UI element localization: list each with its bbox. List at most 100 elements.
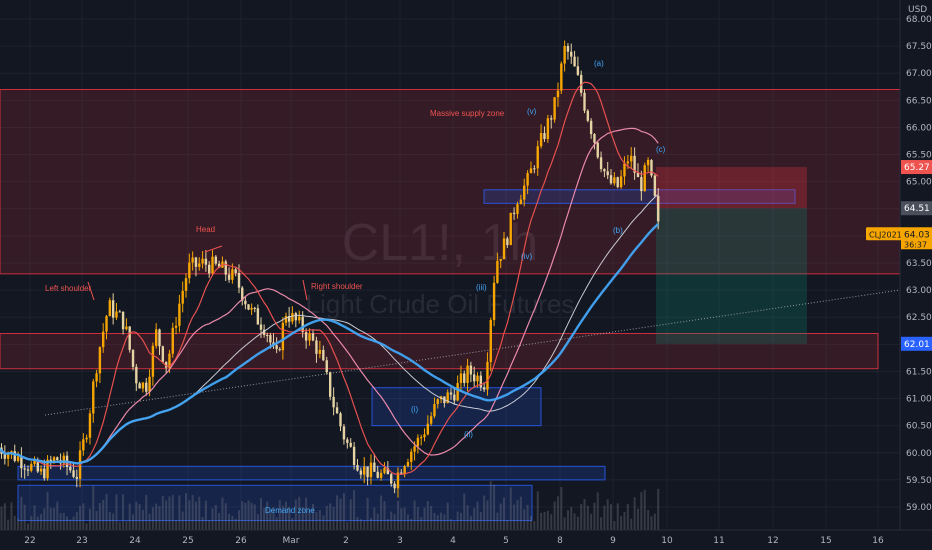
volume-bar	[396, 500, 399, 530]
candle-body	[328, 372, 332, 397]
volume-bar	[228, 513, 231, 530]
volume-bar	[373, 507, 376, 530]
price-tick-label: 59.50	[906, 476, 932, 486]
candle-body	[16, 456, 20, 461]
candle-body	[543, 133, 546, 140]
volume-bar	[440, 512, 443, 530]
volume-bar	[285, 501, 287, 530]
candle-body	[62, 455, 65, 464]
volume-bar	[603, 505, 606, 530]
volume-bar	[453, 521, 456, 530]
candle-body	[151, 345, 155, 377]
volume-bar	[580, 504, 583, 530]
candle-body	[420, 437, 423, 439]
volume-bar	[336, 495, 339, 530]
volume-bar	[69, 519, 72, 530]
volume-bar	[115, 494, 118, 530]
candle-body	[469, 365, 473, 375]
volume-bar	[410, 518, 413, 530]
annotation-label: (b)	[613, 226, 623, 235]
volume-bar	[0, 506, 3, 530]
candle-body	[217, 263, 221, 268]
volume-bar	[72, 516, 75, 530]
candle-body	[463, 373, 466, 383]
candle-body	[646, 159, 650, 166]
volume-bar	[450, 519, 453, 530]
volume-bar	[496, 512, 499, 530]
volume-bar	[33, 505, 36, 530]
candle-body	[69, 466, 72, 471]
volume-bar	[158, 506, 161, 530]
volume-bar	[102, 499, 105, 530]
last-price-tag	[901, 227, 932, 250]
candle-body	[396, 472, 400, 489]
annotation-label: (i)	[411, 405, 418, 414]
take-profit-box	[656, 208, 807, 344]
time-tick-label: 15	[820, 536, 831, 546]
volume-bar	[616, 503, 619, 530]
volume-bar	[416, 507, 419, 530]
candle-body	[630, 155, 633, 162]
shoulder-marker	[302, 279, 308, 301]
volume-bar	[583, 499, 586, 530]
volume-bar	[529, 515, 532, 530]
volume-bar	[75, 512, 78, 530]
volume-bar	[221, 497, 224, 530]
candle-body	[410, 451, 413, 462]
candle-body	[589, 120, 593, 135]
volume-bar	[128, 503, 131, 530]
candle-body	[92, 381, 95, 414]
candle-body	[325, 360, 328, 373]
candle-body	[13, 451, 16, 461]
price-tick-label: 66.00	[906, 123, 932, 133]
candle-body	[519, 199, 523, 205]
volume-bar	[523, 509, 526, 530]
candle-body	[39, 468, 43, 472]
volume-bar	[647, 510, 650, 530]
price-tag-text: 64.51	[904, 204, 930, 214]
volume-bar	[623, 511, 626, 530]
volume-bar	[383, 501, 386, 530]
candle-body	[85, 437, 88, 440]
time-axis-bg	[0, 530, 932, 550]
volume-bar	[473, 508, 476, 530]
price-tag	[901, 201, 932, 216]
candle-body	[155, 329, 158, 346]
volume-bar	[573, 513, 576, 530]
volume-bar	[536, 491, 539, 530]
countdown-text: 36:37	[904, 240, 927, 249]
volume-bar	[413, 500, 416, 530]
price-tick-label: 67.00	[906, 69, 932, 79]
candle-body	[593, 134, 596, 143]
volume-bar	[208, 520, 211, 530]
volume-bar	[145, 494, 148, 530]
volume-bar	[263, 507, 266, 530]
price-axis-bg	[900, 0, 932, 550]
candle-body	[171, 327, 174, 354]
volume-bar	[201, 517, 204, 530]
annotation-label: Demand zone	[265, 506, 315, 515]
volume-bar	[46, 491, 49, 530]
candle-body	[315, 340, 318, 354]
candle-body	[563, 45, 566, 64]
candle-body	[234, 269, 237, 273]
candle-body	[453, 394, 456, 401]
candle-body	[33, 460, 36, 465]
annotation-label: Left shoulder	[45, 284, 92, 293]
candle-body	[208, 264, 211, 274]
volume-bar	[466, 505, 469, 530]
volume-bar	[519, 496, 522, 530]
candle-body	[429, 416, 433, 424]
volume-bar	[188, 500, 191, 530]
volume-bar	[325, 505, 328, 530]
volume-bar	[181, 511, 184, 530]
candle-body	[198, 263, 201, 267]
candle-body	[446, 392, 449, 404]
price-tick-label: 65.00	[906, 178, 932, 188]
candle-body	[266, 334, 269, 336]
volume-bar	[640, 492, 643, 530]
time-tick-label: 24	[129, 536, 141, 546]
volume-bar	[122, 494, 125, 530]
candle-body	[516, 204, 519, 214]
